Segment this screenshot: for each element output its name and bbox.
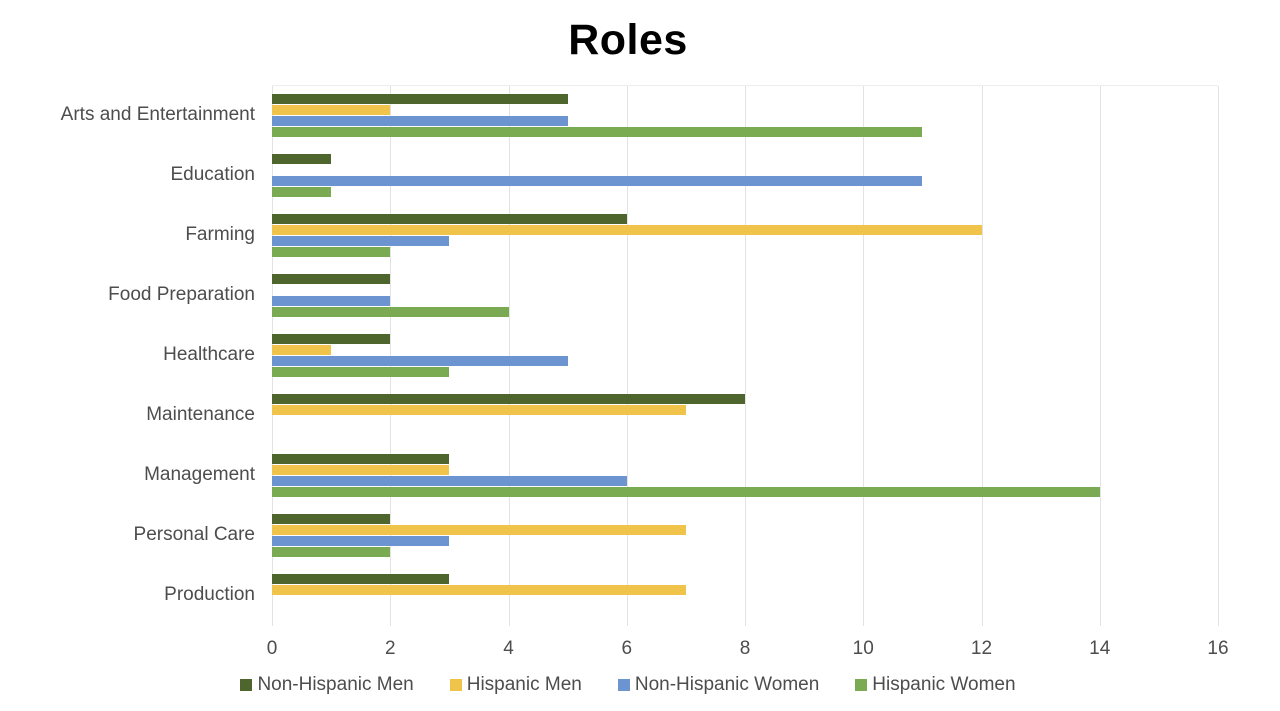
bar <box>272 296 391 306</box>
bar <box>272 405 686 415</box>
x-tick-label: 8 <box>739 638 751 659</box>
x-tick-label: 10 <box>852 638 874 659</box>
legend-swatch-icon <box>617 679 630 691</box>
gridline-x-8 <box>745 86 746 626</box>
bar <box>272 307 509 317</box>
bar <box>272 187 332 197</box>
x-tick-label: 14 <box>1089 638 1111 659</box>
legend-item: Hispanic Women <box>855 674 1016 696</box>
gridline-x-10 <box>863 86 865 626</box>
legend-item: Non-Hispanic Women <box>617 674 820 696</box>
category-group <box>272 566 1218 626</box>
bar <box>272 214 627 224</box>
legend-swatch-icon <box>855 679 868 691</box>
bar <box>272 225 982 235</box>
bar <box>272 487 1100 497</box>
bar <box>272 367 450 377</box>
bar <box>272 394 745 404</box>
x-tick-label: 0 <box>266 638 278 659</box>
category-label: Maintenance <box>146 404 255 425</box>
category-label: Education <box>170 164 255 185</box>
category-label: Arts and Entertainment <box>60 104 255 125</box>
x-tick-label: 2 <box>384 638 396 659</box>
category-group <box>272 146 1218 206</box>
bar <box>272 465 450 475</box>
gridline-x-14 <box>1099 86 1101 626</box>
legend-item: Hispanic Men <box>449 674 582 696</box>
bar <box>272 274 391 284</box>
plot-area <box>272 85 1219 626</box>
bar <box>272 585 686 595</box>
bar <box>272 127 923 137</box>
category-group <box>272 86 1218 146</box>
legend-label: Hispanic Women <box>872 674 1016 695</box>
legend-label: Non-Hispanic Men <box>257 674 414 695</box>
bar <box>272 454 450 464</box>
legend-label: Hispanic Men <box>466 674 582 695</box>
bar <box>272 525 686 535</box>
category-label: Farming <box>185 224 255 245</box>
category-group <box>272 506 1218 566</box>
gridline-x-16 <box>1218 86 1219 626</box>
bar <box>272 514 391 524</box>
bar <box>272 574 450 584</box>
category-group <box>272 326 1218 386</box>
category-label: Production <box>164 584 255 605</box>
category-label: Management <box>144 464 255 485</box>
category-group <box>272 446 1218 506</box>
gridline-x-12 <box>981 86 983 626</box>
bar <box>272 105 391 115</box>
legend-swatch-icon <box>240 679 253 691</box>
x-tick-label: 6 <box>621 638 633 659</box>
category-group <box>272 386 1218 446</box>
x-tick-label: 4 <box>503 638 514 659</box>
bar <box>272 345 332 355</box>
bar <box>272 154 332 164</box>
category-label: Food Preparation <box>108 284 255 305</box>
legend: Non-Hispanic Men Hispanic Men Non-Hispanic… <box>0 674 1256 696</box>
x-tick-label: 16 <box>1207 638 1229 659</box>
bar <box>272 547 391 557</box>
legend-swatch-icon <box>449 679 462 691</box>
bar <box>272 476 627 486</box>
bar <box>272 116 568 126</box>
bar <box>272 176 923 186</box>
legend-label: Non-Hispanic Women <box>634 674 820 695</box>
legend-item: Non-Hispanic Men <box>240 674 414 696</box>
bar <box>272 247 391 257</box>
x-tick-label: 12 <box>970 638 993 659</box>
category-group <box>272 206 1218 266</box>
bar <box>272 356 568 366</box>
category-label: Personal Care <box>133 524 255 545</box>
bar <box>272 334 391 344</box>
chart-title: Roles <box>568 16 688 64</box>
category-group <box>272 266 1218 326</box>
bar <box>272 236 450 246</box>
bar <box>272 536 450 546</box>
gridline-x-6 <box>626 86 628 626</box>
category-label: Healthcare <box>163 344 255 365</box>
bar <box>272 94 568 104</box>
